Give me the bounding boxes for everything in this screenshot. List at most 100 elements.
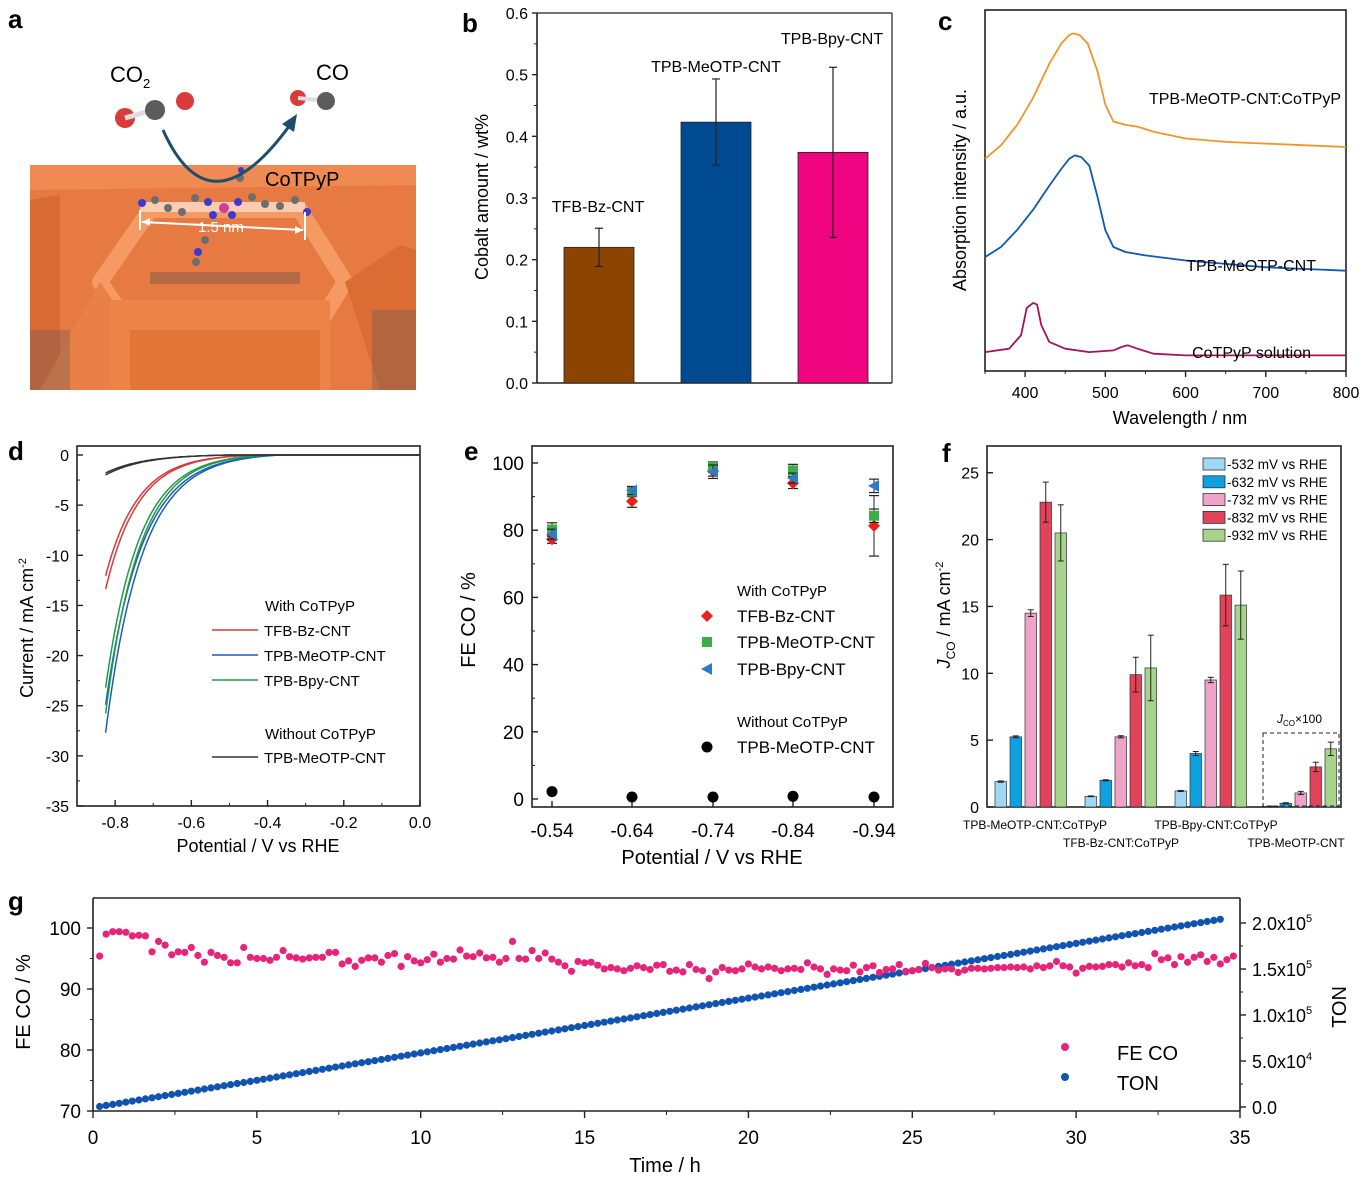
g-ton-point	[856, 975, 864, 984]
g-feco-point	[1026, 965, 1034, 973]
g-ton-point	[292, 1070, 300, 1078]
g-ton-point	[423, 1048, 431, 1056]
f-bar-1-1	[1099, 779, 1112, 808]
g-feco-point	[1157, 956, 1165, 964]
g-ton-point	[443, 1044, 451, 1053]
b-y-tick-label: 0.6	[506, 6, 528, 23]
f-y-tick-label: 10	[961, 666, 979, 683]
g-feco-point	[227, 959, 235, 967]
g-ton-point	[548, 1027, 556, 1035]
g-x-tick-label: 5	[252, 1128, 263, 1149]
reaction-arrow	[161, 114, 297, 183]
g-ton-point	[1026, 947, 1034, 955]
g-feco-point	[463, 952, 471, 960]
e-point-1-3	[788, 465, 798, 476]
g-legend-marker-ton	[1061, 1073, 1069, 1081]
c-series-line-2	[984, 302, 1346, 357]
g-feco-point	[705, 975, 713, 983]
g-feco-point	[1013, 964, 1021, 972]
e-y-axis-label: FE CO / %	[458, 572, 480, 668]
g-ton-point	[1151, 926, 1159, 934]
g-ton-point	[305, 1067, 313, 1076]
g-y-tick-label: 100	[49, 919, 81, 940]
g-feco-point	[659, 961, 667, 969]
g-ton-point	[954, 959, 962, 967]
f-y-axis-label: JCO / mA cm-2	[934, 562, 958, 670]
g-feco-point	[666, 967, 674, 975]
g-ton-point	[122, 1098, 130, 1106]
d-y-tick-label: -5	[55, 498, 69, 515]
g-ton-point	[600, 1018, 608, 1026]
g-y2-axis-label: TON	[1329, 986, 1351, 1028]
f-bar-4-3	[1324, 748, 1337, 808]
g-feco-point	[725, 966, 733, 974]
d-y-tick-label: -15	[46, 598, 69, 615]
g-ton-point	[404, 1051, 412, 1059]
g-ton-point	[554, 1026, 563, 1034]
g-ton-point	[731, 996, 739, 1004]
g-feco-point	[423, 956, 431, 964]
g-ton-point	[640, 1012, 648, 1020]
e-legend-marker-0	[701, 610, 713, 622]
g-ton-point	[594, 1019, 602, 1027]
e-point-1-4	[869, 510, 879, 521]
g-ton-point	[581, 1021, 589, 1030]
g-feco-point	[1020, 963, 1028, 971]
g-feco-point	[377, 958, 385, 966]
b-bar-label-0: TFB-Bz-CNT	[552, 199, 645, 216]
g-feco-point	[633, 962, 641, 970]
g-feco-point	[135, 931, 143, 939]
g-ton-point	[862, 974, 871, 983]
g-ton-point	[653, 1009, 661, 1018]
g-feco-point	[449, 955, 458, 963]
g-feco-point	[181, 948, 189, 957]
g-ton-point	[1164, 924, 1172, 932]
g-ton-point	[227, 1081, 235, 1089]
g-feco-point	[928, 964, 936, 972]
g-ton-point	[1157, 925, 1165, 933]
c-annotation-0: TPB-MeOTP-CNT:CoTPyP	[1149, 91, 1341, 108]
g-feco-point	[856, 968, 864, 976]
g-feco-point	[489, 953, 497, 961]
g-feco-point	[567, 967, 576, 975]
d-y-tick-label: -10	[46, 548, 69, 565]
g-feco-point	[1184, 958, 1192, 966]
c-x-tick-label: 500	[1092, 385, 1119, 402]
g-y2-tick-label: 1.0x105	[1252, 1005, 1312, 1026]
g-ton-point	[286, 1071, 294, 1079]
g-feco-point	[259, 954, 267, 963]
g-ton-point	[240, 1078, 248, 1087]
g-feco-point	[1118, 963, 1126, 971]
g-feco-point	[1000, 964, 1008, 972]
d-x-tick-label: -0.2	[330, 815, 358, 832]
g-ton-point	[757, 992, 766, 1000]
f-bar-3-2	[1219, 594, 1232, 808]
g-feco-point	[397, 962, 405, 971]
g-ton-point	[417, 1049, 425, 1057]
g-ton-point	[672, 1006, 680, 1014]
g-ton-point	[469, 1040, 477, 1048]
g-ton-point	[790, 986, 798, 995]
g-feco-point	[286, 953, 294, 961]
g-ton-point	[685, 1004, 694, 1012]
f-legend: -532 mV vs RHE -632 mV vs RHE -732 mV vs R…	[1202, 457, 1328, 543]
g-ton-point	[128, 1097, 136, 1105]
d-legend-label-3: TPB-MeOTP-CNT	[264, 750, 386, 767]
e-x-tick-label: -0.64	[610, 821, 654, 842]
f-legend-label-2: -732 mV vs RHE	[1227, 493, 1328, 508]
g-ton-point	[436, 1046, 444, 1054]
g-feco-point	[128, 932, 136, 940]
g-ton-point	[1013, 949, 1021, 957]
g-ton-point	[338, 1062, 346, 1070]
g-ton-point	[1190, 920, 1198, 928]
g-feco-point	[640, 964, 648, 972]
g-feco-point	[777, 967, 785, 975]
g-feco-point	[1098, 962, 1106, 971]
g-feco-point	[810, 963, 818, 971]
g-ton-point	[541, 1028, 549, 1036]
g-ton-point	[666, 1007, 674, 1015]
g-feco-point	[318, 953, 326, 961]
g-feco-point	[574, 957, 582, 966]
g-x-tick-label: 35	[1229, 1128, 1250, 1149]
e-point-3-4	[868, 791, 880, 803]
